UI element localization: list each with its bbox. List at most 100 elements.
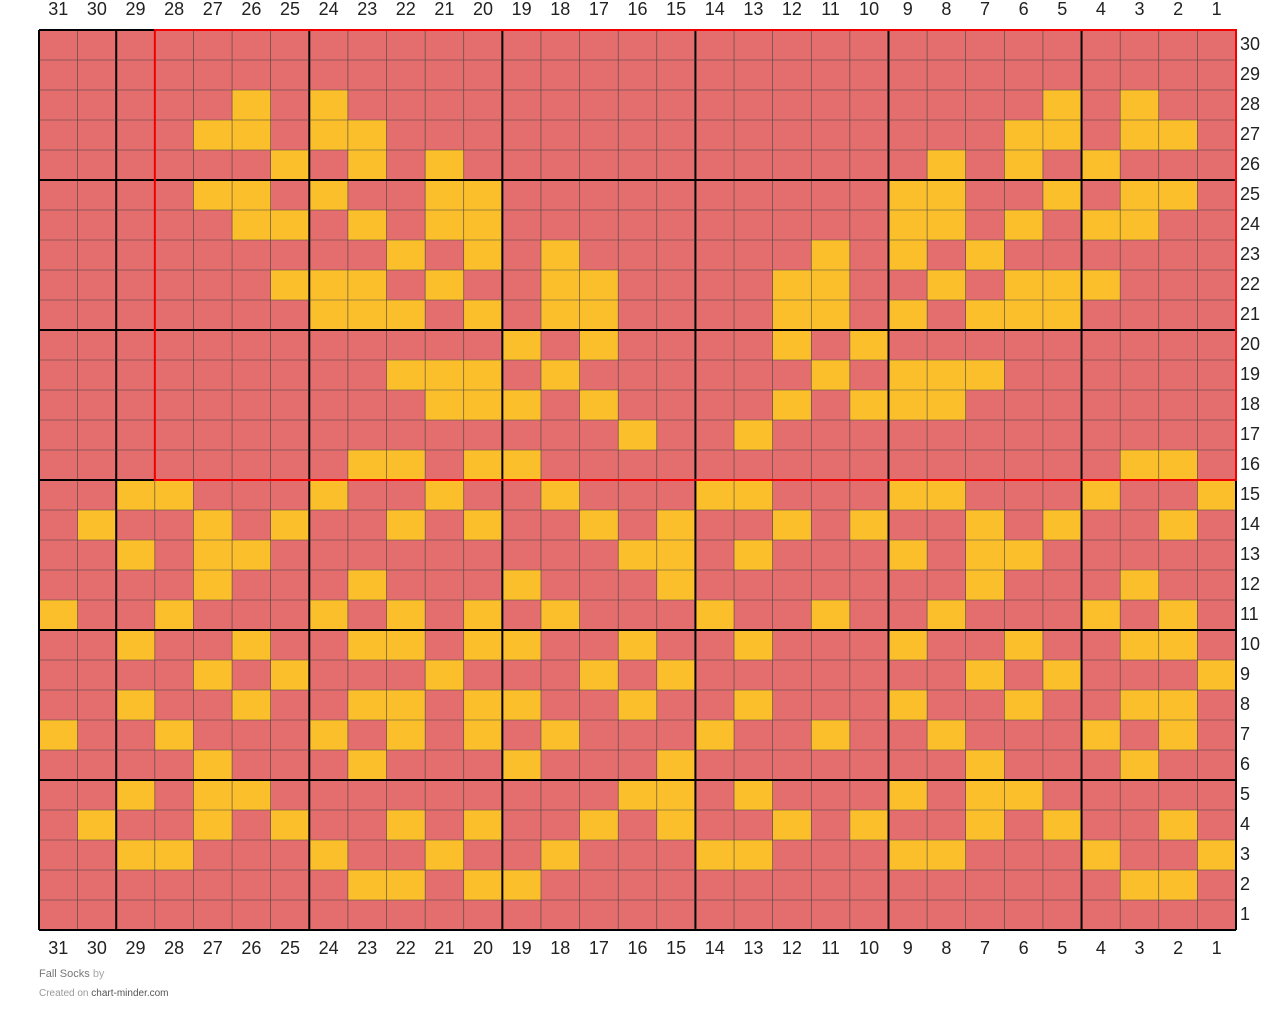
column-label: 29 — [126, 938, 146, 958]
contrast-stitch — [1004, 300, 1043, 330]
contrast-stitch — [463, 210, 503, 240]
contrast-stitch — [386, 720, 426, 750]
contrast-stitch — [1158, 180, 1198, 210]
contrast-stitch — [540, 720, 580, 750]
column-label: 31 — [48, 0, 68, 19]
contrast-stitch — [463, 390, 503, 420]
column-label: 11 — [821, 0, 840, 19]
site-link: chart-minder.com — [91, 988, 168, 999]
row-label: 28 — [1240, 94, 1260, 114]
column-label: 1 — [1212, 0, 1222, 19]
row-label: 18 — [1240, 394, 1260, 414]
contrast-stitch — [386, 630, 426, 660]
contrast-stitch — [1120, 120, 1159, 150]
contrast-stitch — [734, 780, 773, 810]
contrast-stitch — [309, 180, 348, 210]
contrast-stitch — [1042, 300, 1082, 330]
contrast-stitch — [618, 420, 657, 450]
contrast-stitch — [77, 810, 117, 840]
contrast-stitch — [1081, 150, 1121, 180]
contrast-stitch — [811, 300, 850, 330]
contrast-stitch — [463, 450, 503, 480]
contrast-stitch — [927, 180, 966, 210]
contrast-stitch — [502, 570, 541, 600]
column-label: 9 — [903, 0, 913, 19]
contrast-stitch — [386, 360, 426, 390]
contrast-stitch — [193, 180, 233, 210]
contrast-stitch — [579, 810, 619, 840]
column-label: 17 — [589, 0, 609, 19]
contrast-stitch — [309, 270, 348, 300]
contrast-stitch — [463, 870, 503, 900]
contrast-stitch — [888, 780, 928, 810]
footer-created: Created on chart-minder.com — [39, 988, 169, 999]
contrast-stitch — [1042, 90, 1082, 120]
contrast-stitch — [579, 390, 619, 420]
contrast-stitch — [270, 210, 310, 240]
column-label: 4 — [1096, 938, 1106, 958]
contrast-stitch — [1004, 270, 1043, 300]
contrast-stitch — [386, 810, 426, 840]
contrast-stitch — [734, 690, 773, 720]
contrast-stitch — [463, 720, 503, 750]
column-label: 12 — [782, 0, 802, 19]
contrast-stitch — [965, 360, 1005, 390]
contrast-stitch — [1120, 90, 1159, 120]
column-label: 16 — [627, 0, 647, 19]
contrast-stitch — [1004, 780, 1043, 810]
repeat-outline — [153, 29, 1237, 481]
contrast-stitch — [888, 840, 928, 870]
contrast-stitch — [386, 300, 426, 330]
contrast-stitch — [1158, 630, 1198, 660]
column-label: 16 — [627, 938, 647, 958]
contrast-stitch — [656, 810, 696, 840]
row-label: 17 — [1240, 424, 1260, 444]
contrast-stitch — [927, 270, 966, 300]
contrast-stitch — [347, 300, 387, 330]
row-label: 9 — [1240, 664, 1250, 684]
contrast-stitch — [927, 600, 966, 630]
contrast-stitch — [232, 210, 271, 240]
row-label: 23 — [1240, 244, 1260, 264]
contrast-stitch — [116, 690, 155, 720]
contrast-stitch — [888, 690, 928, 720]
contrast-stitch — [579, 270, 619, 300]
contrast-stitch — [347, 630, 387, 660]
contrast-stitch — [232, 120, 271, 150]
column-label: 27 — [203, 0, 223, 19]
contrast-stitch — [811, 600, 850, 630]
contrast-stitch — [965, 540, 1005, 570]
column-label: 3 — [1134, 938, 1144, 958]
contrast-stitch — [811, 720, 850, 750]
contrast-stitch — [888, 180, 928, 210]
column-label: 24 — [319, 0, 339, 19]
contrast-stitch — [965, 240, 1005, 270]
contrast-stitch — [1120, 450, 1159, 480]
row-label: 3 — [1240, 844, 1250, 864]
contrast-stitch — [1004, 210, 1043, 240]
contrast-stitch — [502, 390, 541, 420]
contrast-stitch — [1042, 810, 1082, 840]
contrast-stitch — [116, 630, 155, 660]
pattern-name: Fall Socks — [39, 968, 90, 980]
contrast-stitch — [347, 870, 387, 900]
column-label: 11 — [821, 938, 840, 958]
contrast-stitch — [270, 270, 310, 300]
column-label: 19 — [512, 0, 532, 19]
contrast-stitch — [1120, 570, 1159, 600]
contrast-stitch — [811, 240, 850, 270]
contrast-stitch — [540, 840, 580, 870]
contrast-stitch — [270, 150, 310, 180]
column-label: 2 — [1173, 938, 1183, 958]
contrast-stitch — [927, 210, 966, 240]
contrast-stitch — [888, 630, 928, 660]
column-label: 17 — [589, 938, 609, 958]
contrast-stitch — [193, 660, 233, 690]
column-label: 21 — [434, 938, 454, 958]
contrast-stitch — [965, 780, 1005, 810]
contrast-stitch — [1158, 600, 1198, 630]
row-label: 15 — [1240, 484, 1260, 504]
column-label: 21 — [434, 0, 454, 19]
column-label: 25 — [280, 938, 300, 958]
contrast-stitch — [618, 780, 657, 810]
